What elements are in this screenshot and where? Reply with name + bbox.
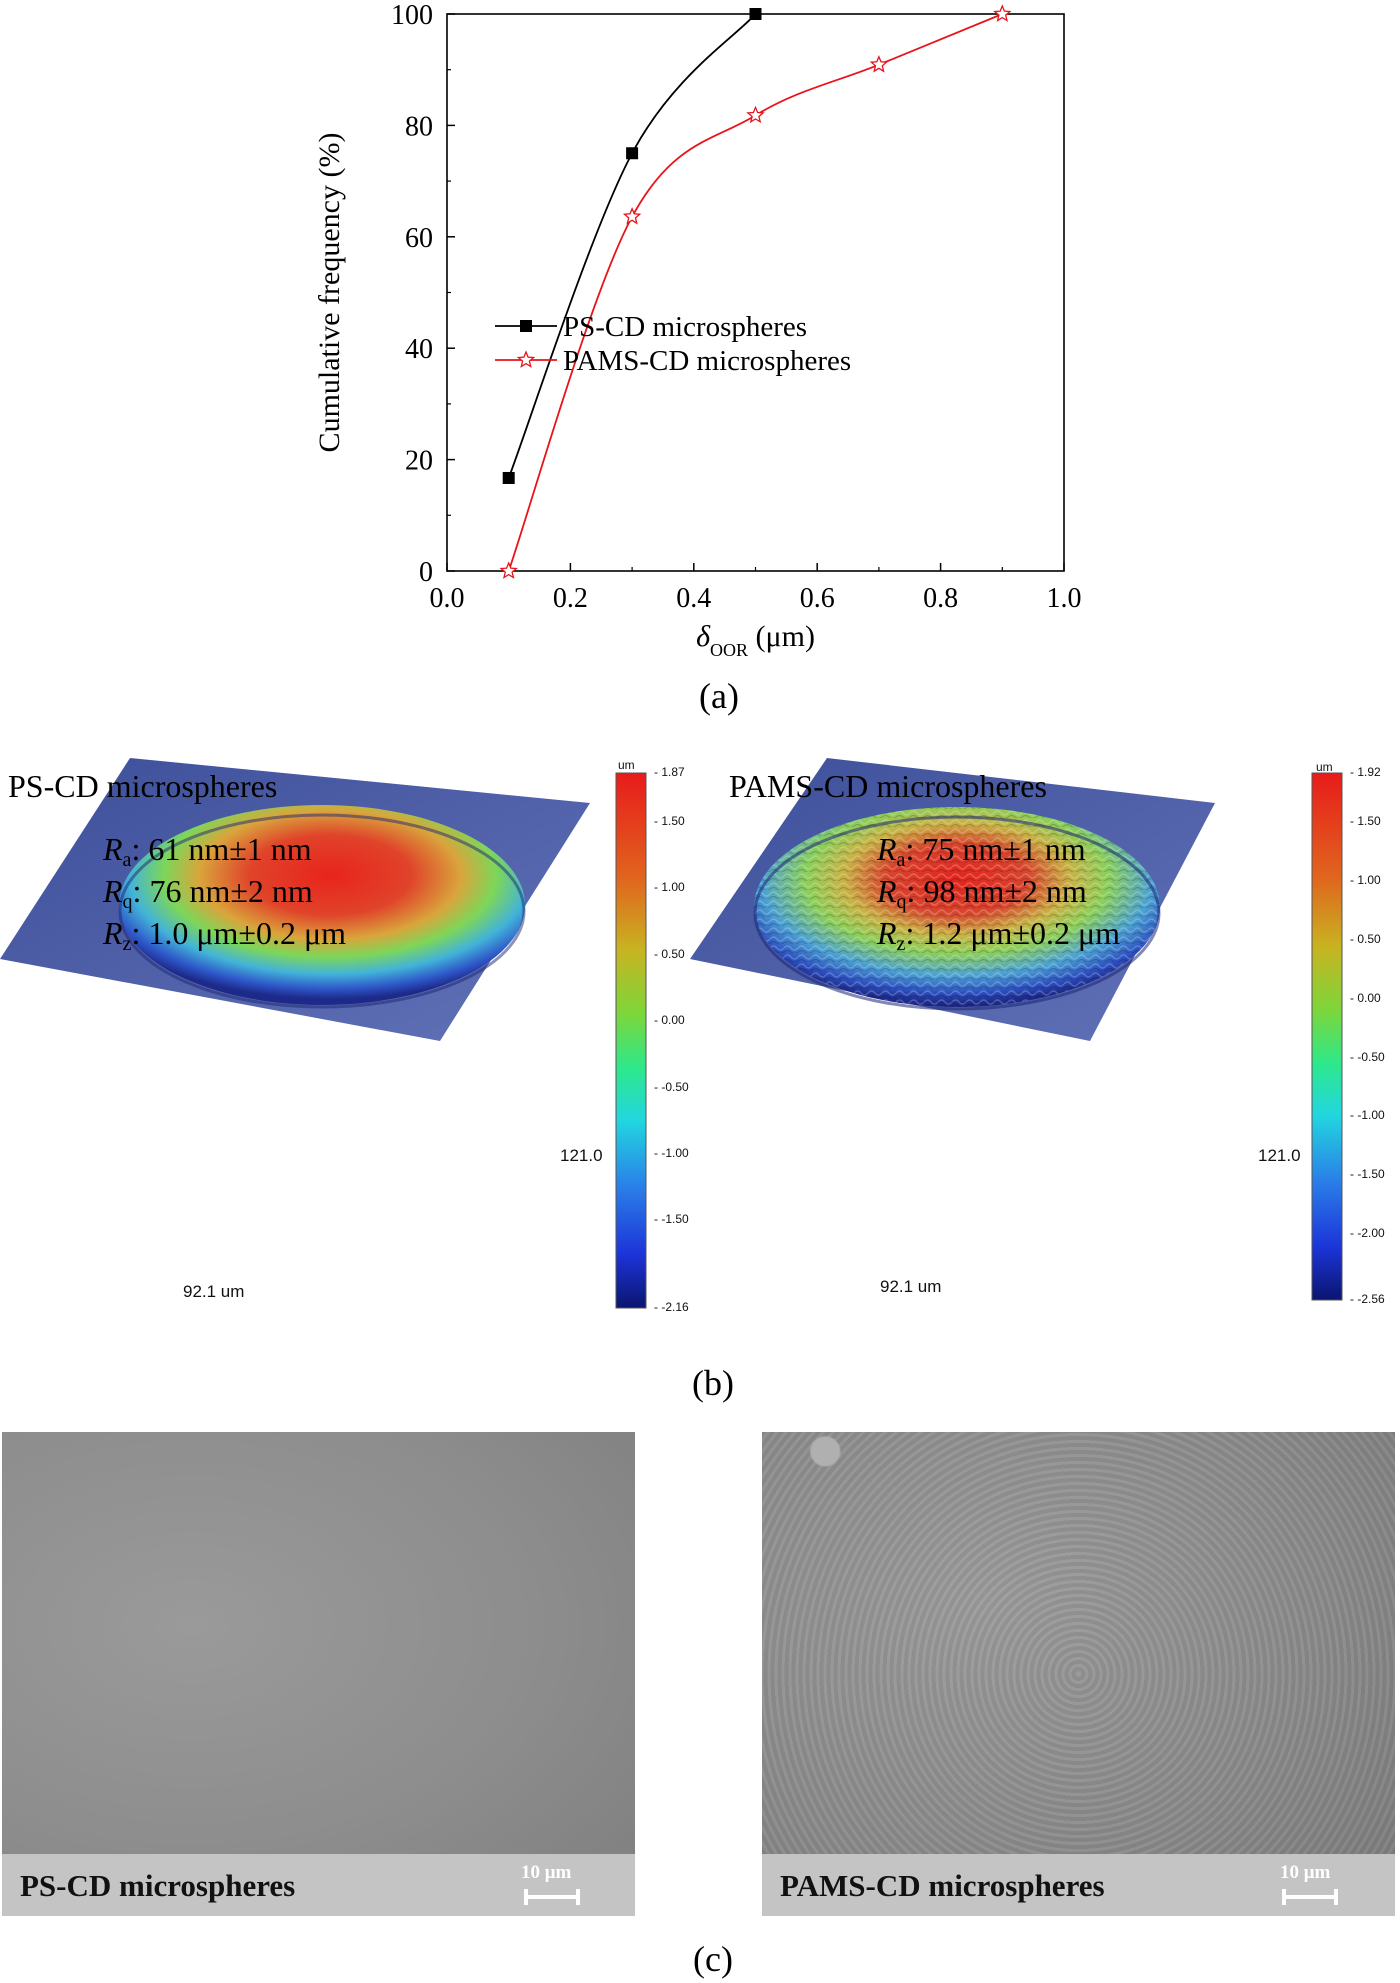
colorbar-tick-label: - 1.00 [1350, 873, 1381, 888]
data-point [499, 561, 518, 579]
colorbar-unit: um [1316, 760, 1333, 774]
legend-marker [520, 320, 532, 332]
cumulative-frequency-chart: 0.0 0.2 0.4 0.6 0.8 1.0 0 20 40 60 80 100 Cumulative… [313, 0, 1082, 660]
colorbar-tick-label: - 0.50 [654, 946, 685, 961]
rz-value: Rz: 1.0 μm±0.2 μm [103, 915, 346, 955]
y-axis-label: Cumulative frequency (%) [313, 133, 346, 453]
scale-bar-label: 10 μm [1280, 1862, 1331, 1883]
ra-value: Ra: 61 nm±1 nm [103, 831, 312, 871]
data-point [622, 206, 642, 225]
legend-label: PAMS-CD microspheres [563, 345, 851, 377]
scale-bar [1282, 1889, 1338, 1905]
width-label: 92.1 um [880, 1277, 942, 1296]
depth-label: 121.0 [1258, 1146, 1301, 1165]
depth-label: 121.0 [560, 1146, 603, 1165]
x-tick-label: 0.8 [923, 583, 958, 614]
colorbar-unit: um [618, 758, 635, 772]
x-tick-label: 0.0 [430, 583, 465, 614]
data-point [502, 471, 515, 484]
legend-label: PS-CD microspheres [563, 311, 807, 343]
plot-frame [446, 13, 1065, 572]
rq-value: Rq: 76 nm±2 nm [103, 873, 313, 913]
x-tick-label: 1.0 [1047, 583, 1082, 614]
series-line [507, 13, 757, 479]
colorbar-tick-label: - 1.87 [654, 765, 685, 779]
scale-bar [524, 1889, 580, 1905]
colorbar-tick-label: - -0.50 [654, 1079, 689, 1094]
colorbar-tick-label: - -1.00 [654, 1146, 689, 1160]
data-point [993, 4, 1012, 22]
colorbar-tick-label: - 0.00 [1350, 990, 1381, 1005]
y-tick-label: 40 [405, 334, 433, 365]
rq-value: Rq: 98 nm±2 nm [877, 873, 1087, 913]
profile-panels [0, 758, 1343, 1309]
legend-marker [516, 350, 536, 368]
x-tick-label: 0.2 [553, 583, 588, 614]
colorbar-tick-label: - 1.00 [654, 880, 685, 895]
data-point [749, 8, 762, 20]
x-axis-label: δOOR (μm) [696, 620, 815, 660]
colorbar-tick-label: - -2.00 [1350, 1226, 1385, 1241]
colorbar-tick-label: - 0.50 [1350, 932, 1381, 947]
sem-image: PAMS-CD microspheres 10 μm [762, 1432, 1395, 1916]
profile-title: PS-CD microspheres [8, 768, 278, 804]
sem-label: PAMS-CD microspheres [780, 1868, 1105, 1903]
width-label: 92.1 um [183, 1282, 245, 1301]
colorbar [615, 772, 647, 1309]
colorbar [1311, 772, 1343, 1301]
profile-title: PAMS-CD microspheres [729, 768, 1047, 804]
sem-image: PS-CD microspheres 10 μm [2, 1432, 635, 1916]
colorbar-tick-label: - -2.16 [654, 1300, 689, 1314]
caption-a: (a) [699, 676, 739, 716]
microsphere-surface-map [119, 805, 525, 1005]
sem-label: PS-CD microspheres [20, 1868, 296, 1903]
colorbar-tick-label: - 1.50 [654, 814, 685, 829]
colorbar-tick-label: - 1.50 [1350, 814, 1381, 829]
rz-value: Rz: 1.2 μm±0.2 μm [877, 915, 1120, 955]
y-tick-label: 80 [405, 111, 433, 142]
colorbar-tick-label: - -1.50 [1350, 1167, 1385, 1182]
colorbar-tick-label: - 1.92 [1350, 765, 1381, 779]
x-tick-label: 0.4 [676, 583, 711, 614]
caption-c: (c) [693, 1939, 733, 1979]
colorbar-tick-label: - 0.00 [654, 1013, 685, 1028]
colorbar-tick-label: - -2.56 [1350, 1292, 1385, 1306]
colorbar-tick-label: - -1.50 [654, 1212, 689, 1227]
y-tick-label: 20 [405, 446, 433, 477]
data-point [746, 105, 765, 124]
ra-value: Ra: 75 nm±1 nm [877, 831, 1086, 871]
data-point [869, 54, 889, 73]
colorbar-tick-label: - -1.00 [1350, 1108, 1385, 1123]
y-tick-label: 60 [405, 223, 433, 254]
series-line [507, 13, 1003, 572]
x-tick-label: 0.6 [800, 583, 835, 614]
y-tick-label: 100 [391, 0, 433, 31]
caption-b: (b) [692, 1363, 734, 1403]
scale-bar-label: 10 μm [521, 1862, 572, 1883]
y-tick-label: 0 [419, 557, 433, 588]
data-point [626, 147, 639, 160]
colorbar-tick-label: - -0.50 [1350, 1049, 1385, 1064]
